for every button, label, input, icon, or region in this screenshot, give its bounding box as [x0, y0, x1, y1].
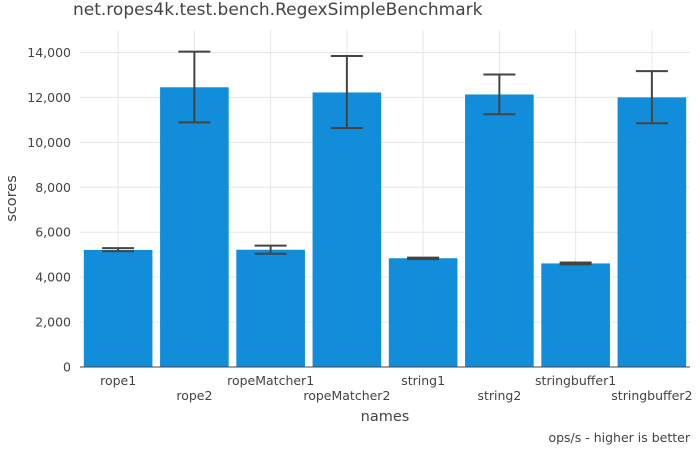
chart-title: net.ropes4k.test.bench.RegexSimpleBenchm…: [73, 0, 483, 20]
x-tick-label: stringbuffer2: [611, 388, 692, 403]
bar-ropeMatcher2: [312, 92, 382, 367]
x-tick-label: stringbuffer1: [535, 373, 616, 388]
x-axis-title: names: [361, 409, 410, 425]
bar-rope1: [83, 249, 153, 367]
y-tick-label: 2,000: [35, 315, 71, 330]
y-tick-label: 12,000: [27, 90, 71, 105]
y-tick-label: 10,000: [27, 135, 71, 150]
y-tick-label: 8,000: [35, 180, 71, 195]
y-tick-label: 6,000: [35, 225, 71, 240]
x-tick-label: ropeMatcher2: [303, 388, 390, 403]
x-tick-label: string2: [477, 388, 521, 403]
x-tick-label: ropeMatcher1: [227, 373, 314, 388]
y-tick-labels: 0 2,000 4,000 6,000 8,000 10,000 12,000 14,000: [27, 45, 71, 375]
bar-string2: [465, 94, 534, 367]
bar-ropeMatcher1: [236, 249, 305, 367]
bar-stringbuffer2: [617, 97, 687, 368]
error-bars: [102, 50, 668, 266]
x-tick-label: rope2: [176, 388, 212, 403]
y-axis-title: scores: [4, 175, 20, 222]
y-tick-label: 14,000: [27, 45, 71, 60]
bar-rope2: [160, 87, 229, 367]
y-tick-label: 4,000: [35, 270, 71, 285]
x-tick-label: string1: [401, 373, 445, 388]
bars: [83, 87, 687, 368]
bar-string1: [388, 258, 458, 367]
bar-stringbuffer1: [541, 263, 610, 367]
y-tick-label: 0: [63, 360, 71, 375]
footnote: ops/s - higher is better: [548, 430, 690, 445]
x-tick-label: rope1: [100, 373, 136, 388]
